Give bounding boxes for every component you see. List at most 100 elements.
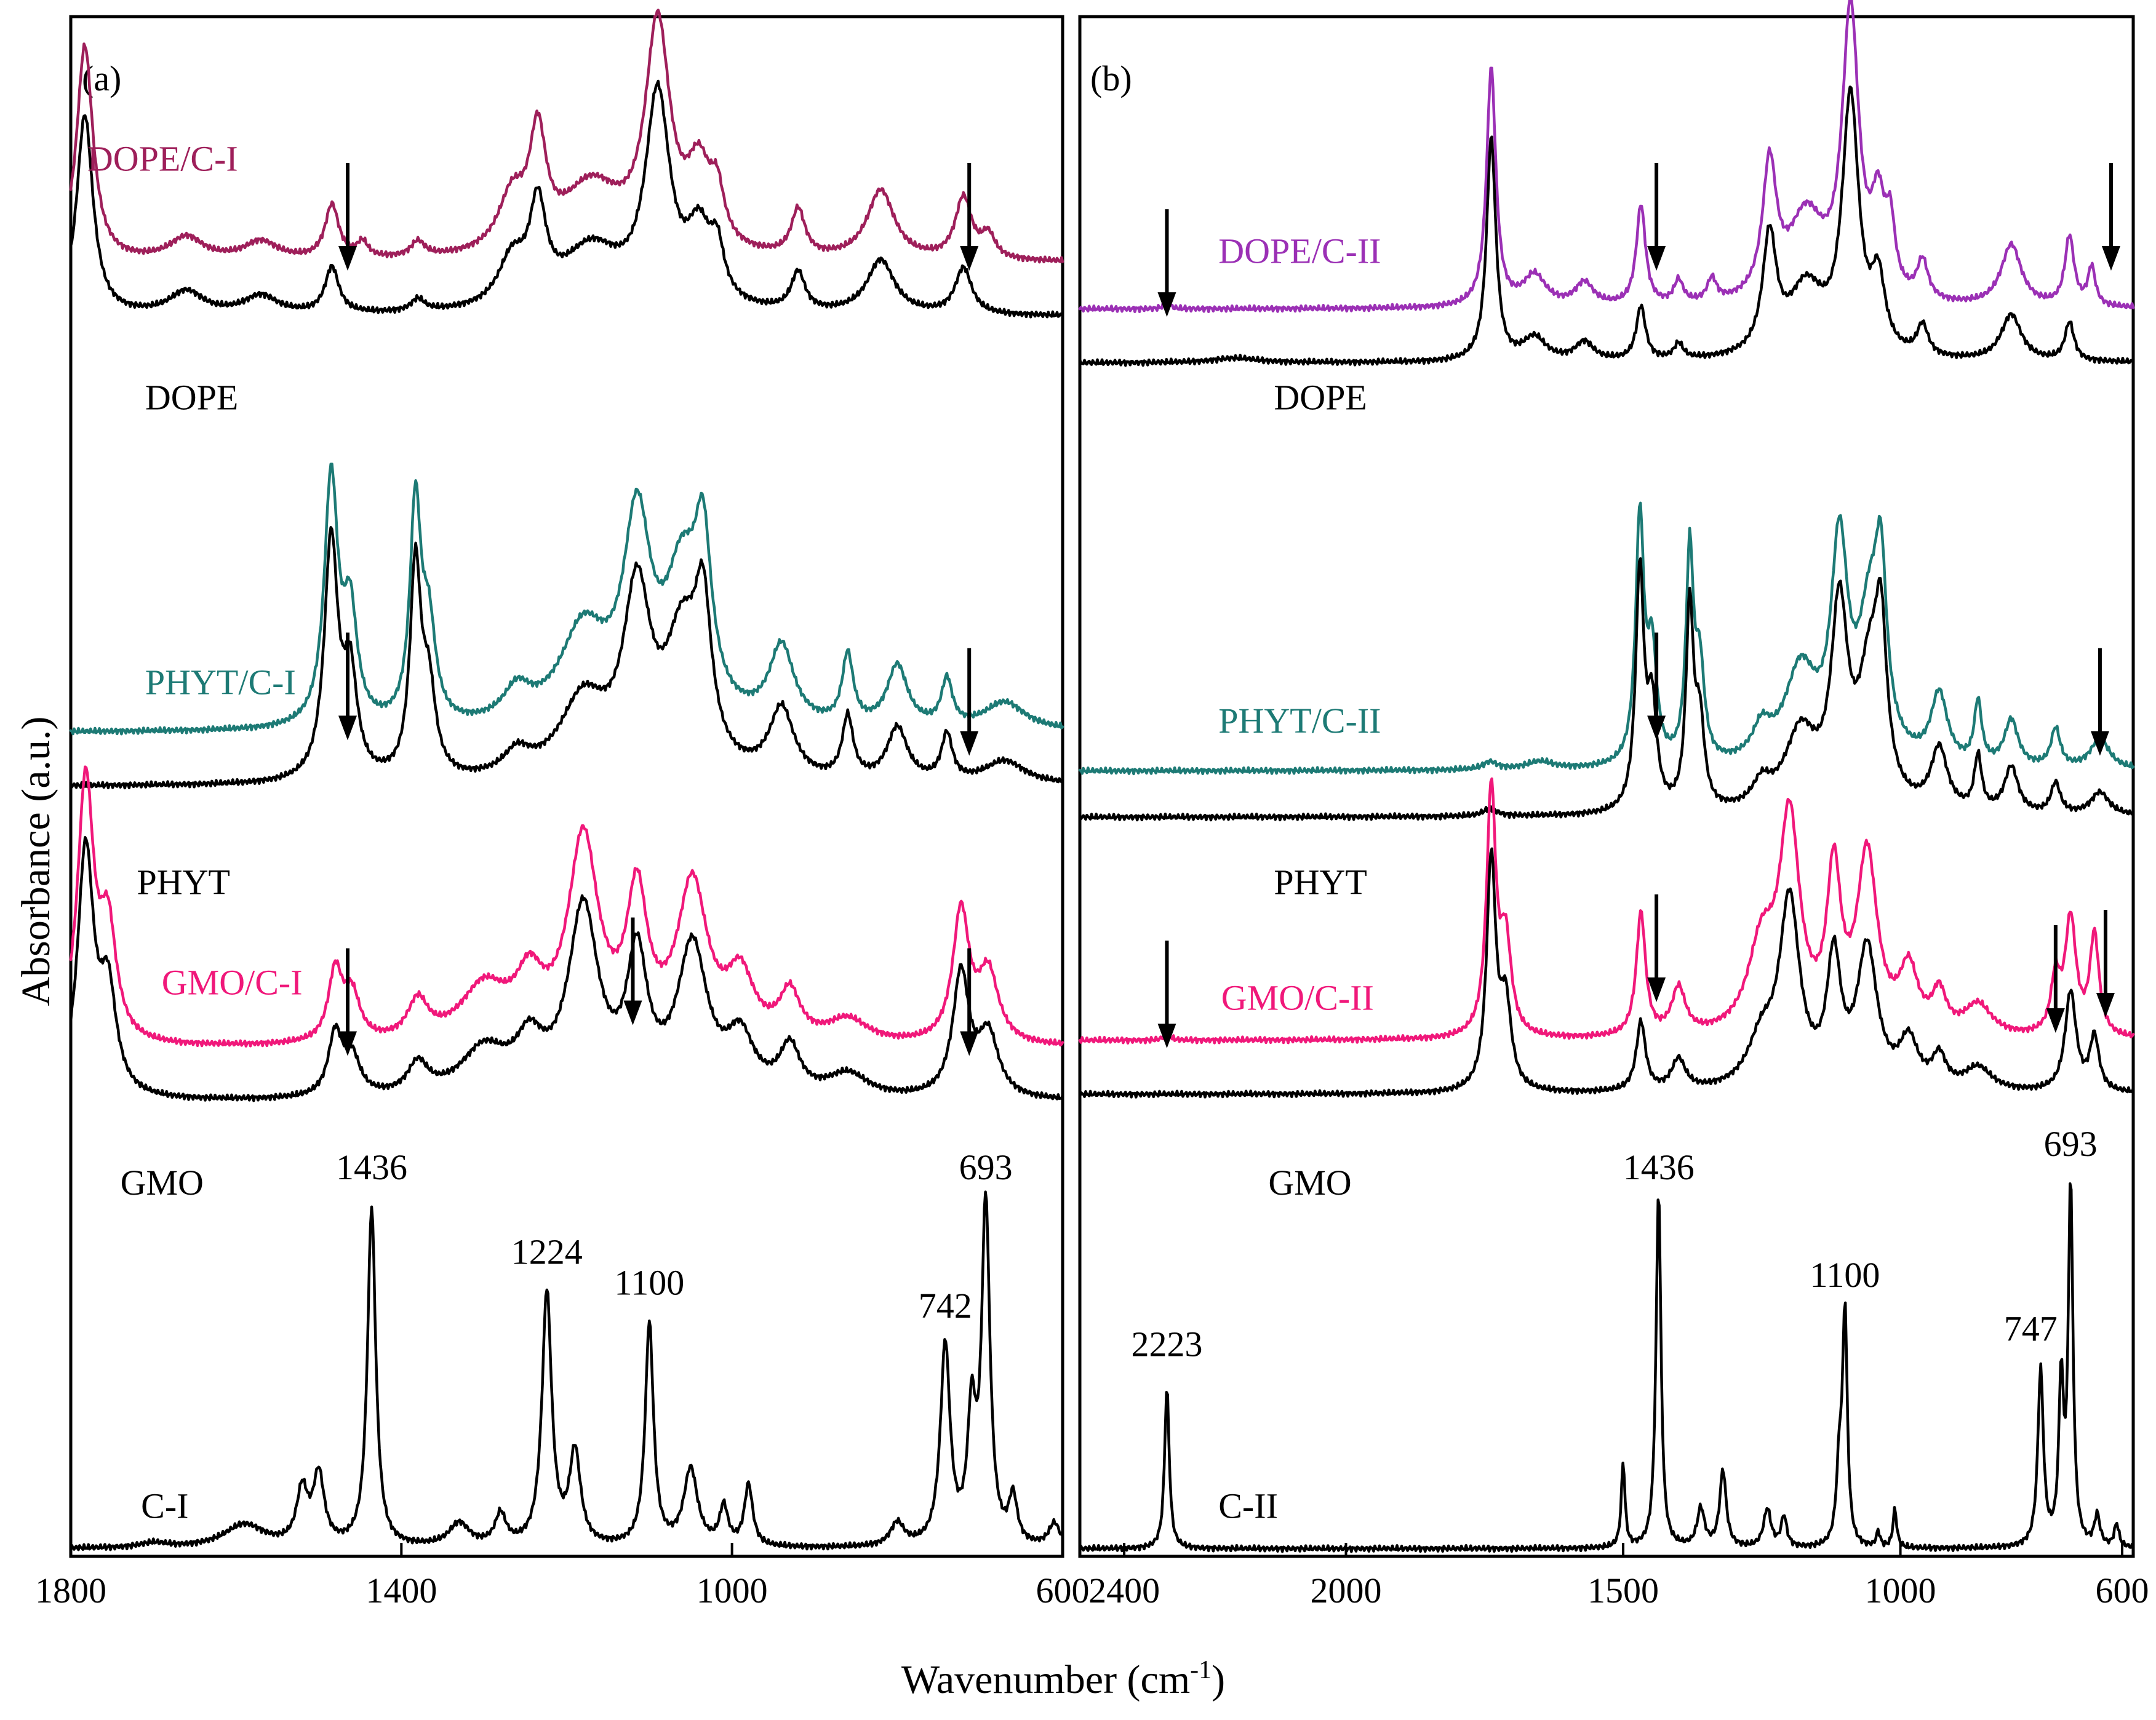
arrow-head [623,1000,642,1025]
b-peak-label-1100: 1100 [1810,1255,1880,1295]
x-axis-title-close: ) [1212,1657,1225,1702]
b-arrow-6 [1647,894,1666,1002]
a-trace-phyt-c-i [69,462,1064,736]
b-tick-label-1000: 1000 [1865,1571,1936,1611]
a-tick-label-1800: 1800 [35,1571,106,1611]
a-arrow-2 [338,632,357,741]
a-trace-label-c-i: C-I [141,1486,188,1526]
panel-b-peak-labels: 2223 1436 1100 747 693 [1131,1124,2097,1364]
b-trace-label-dope-c-ii: DOPE/C-II [1218,231,1381,271]
panel-a-traces [69,9,1064,1551]
panel-b-label: (b) [1090,58,1132,98]
arrow-head [1647,977,1666,1002]
arrow-head [2046,1008,2065,1033]
a-trace-label-gmo: GMO [121,1163,204,1203]
arrow-head [2101,245,2120,271]
a-trace-label-gmo-c-i: GMO/C-I [162,962,303,1002]
arrow-head [960,245,979,271]
a-arrow-6 [960,948,979,1056]
arrow-head [2096,992,2115,1017]
a-peak-label-693: 693 [959,1147,1013,1187]
b-trace-label-gmo-c-ii: GMO/C-II [1221,977,1374,1017]
panel-a-trace-labels: DOPE/C-I DOPE PHYT/C-I PHYT GMO/C-I GMO C-I [87,138,303,1526]
b-trace-phyt [1078,557,2135,822]
b-arrow-0 [1157,209,1176,317]
a-trace-dope-c-i [69,9,1064,264]
a-trace-gmo-c-i [69,765,1064,1048]
b-arrow-2 [2101,162,2120,271]
a-peak-label-1100: 1100 [614,1262,684,1302]
a-trace-label-phyt-c-i: PHYT/C-I [145,662,296,702]
b-arrow-3 [1647,632,1666,741]
arrow-head [960,731,979,756]
a-peak-label-1224: 1224 [511,1232,583,1272]
x-axis-title-main: Wavenumber (cm [901,1657,1190,1702]
a-tick-label-600: 600 [1036,1571,1090,1611]
b-trace-c-ii [1078,1182,2135,1553]
b-peak-label-1436: 1436 [1623,1147,1695,1187]
a-trace-c-i [69,1190,1064,1551]
b-arrow-1 [1647,162,1666,271]
x-axis-title-exponent: -1 [1190,1656,1212,1684]
a-peak-label-1436: 1436 [336,1147,407,1187]
a-trace-label-dope: DOPE [145,377,238,417]
b-arrow-4 [2090,648,2109,756]
b-trace-gmo-c-ii [1078,777,2135,1045]
panel-b-x-ticks: 2400 2000 1500 1000 600 [1088,1543,2149,1611]
a-arrow-5 [623,917,642,1025]
x-axis-title: Wavenumber (cm-1) [901,1656,1225,1702]
b-trace-label-phyt: PHYT [1274,862,1367,902]
arrow-head [960,1031,979,1056]
a-trace-gmo [69,835,1064,1102]
panel-a: (a) DOPE/C-IDOPEPHYT/C-IPHYTGMO/C-IGMOC-… [35,9,1090,1611]
a-tick-label-1400: 1400 [365,1571,437,1611]
a-trace-label-dope-c-i: DOPE/C-I [87,138,238,178]
b-trace-label-phyt-c-ii: PHYT/C-II [1218,701,1381,741]
panel-b: (b) DOPE/C-II DOPE PHYT/C-II PHYT GMO/C-II GM… [1078,0,2149,1611]
b-trace-phyt-c-ii [1078,501,2135,776]
a-trace-phyt [69,526,1064,790]
arrow-head [1157,292,1176,317]
panel-a-arrows [338,162,979,1056]
arrow-head [1647,245,1666,271]
b-trace-dope-c-ii [1078,0,2135,313]
a-arrow-0 [338,162,357,271]
arrow-head [2090,731,2109,756]
arrow-head [338,1031,357,1056]
b-tick-label-1500: 1500 [1587,1571,1659,1611]
a-arrow-3 [960,648,979,756]
panel-b-trace-labels: DOPE/C-II DOPE PHYT/C-II PHYT GMO/C-II GMO C-I… [1218,231,1381,1526]
b-arrow-8 [2096,909,2115,1017]
b-trace-gmo [1078,847,2135,1099]
panel-b-frame [1078,15,2135,1558]
a-arrow-4 [338,948,357,1056]
b-peak-label-2223: 2223 [1131,1324,1202,1364]
b-tick-label-600: 600 [2095,1571,2149,1611]
b-trace-label-gmo: GMO [1268,1163,1351,1203]
b-tick-label-2400: 2400 [1088,1571,1160,1611]
b-peak-label-693: 693 [2044,1124,2098,1164]
b-trace-dope [1078,86,2135,367]
arrow-head [338,245,357,271]
arrow-head [338,715,357,741]
b-trace-label-c-ii: C-II [1218,1486,1278,1526]
b-arrow-5 [1157,941,1176,1049]
a-peak-label-742: 742 [919,1286,972,1326]
panel-a-peak-labels: 1436 1224 1100 742 693 [336,1147,1013,1326]
panel-b-traces [1078,0,2135,1553]
b-tick-label-2000: 2000 [1311,1571,1382,1611]
a-arrow-1 [960,162,979,271]
y-axis-title: Absorbance (a.u.) [14,717,58,1006]
b-trace-label-dope: DOPE [1274,377,1367,417]
panel-b-arrows [1157,162,2120,1049]
b-peak-label-747: 747 [2004,1309,2058,1349]
a-trace-label-phyt: PHYT [137,862,230,902]
arrow-head [1157,1024,1176,1049]
a-tick-label-1000: 1000 [697,1571,768,1611]
b-arrow-7 [2046,925,2065,1033]
a-trace-dope [69,79,1064,319]
arrow-head [1647,715,1666,741]
panel-a-x-ticks: 1800 1400 1000 600 [35,1543,1090,1611]
